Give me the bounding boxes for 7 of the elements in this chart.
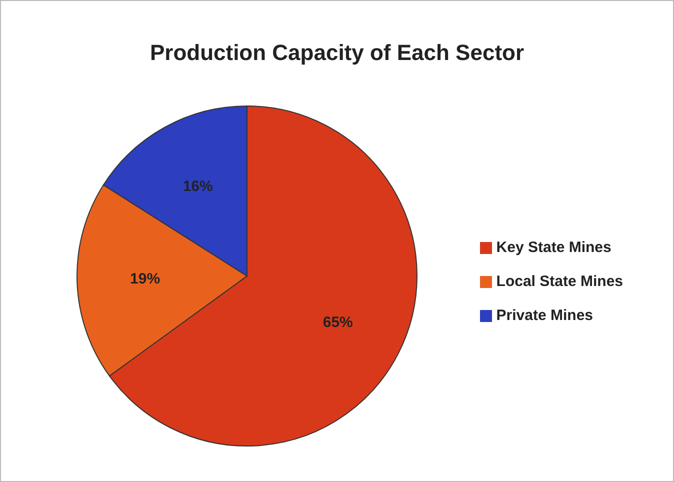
- data-label: 65%: [322, 314, 353, 331]
- legend-label: Key State Mines: [496, 239, 612, 256]
- chart-title: Production Capacity of Each Sector: [148, 40, 526, 66]
- data-label: 19%: [130, 270, 160, 288]
- legend-label: Private Mines: [496, 307, 594, 324]
- legend-label: Local State Mines: [496, 273, 623, 290]
- data-label: 16%: [182, 178, 213, 196]
